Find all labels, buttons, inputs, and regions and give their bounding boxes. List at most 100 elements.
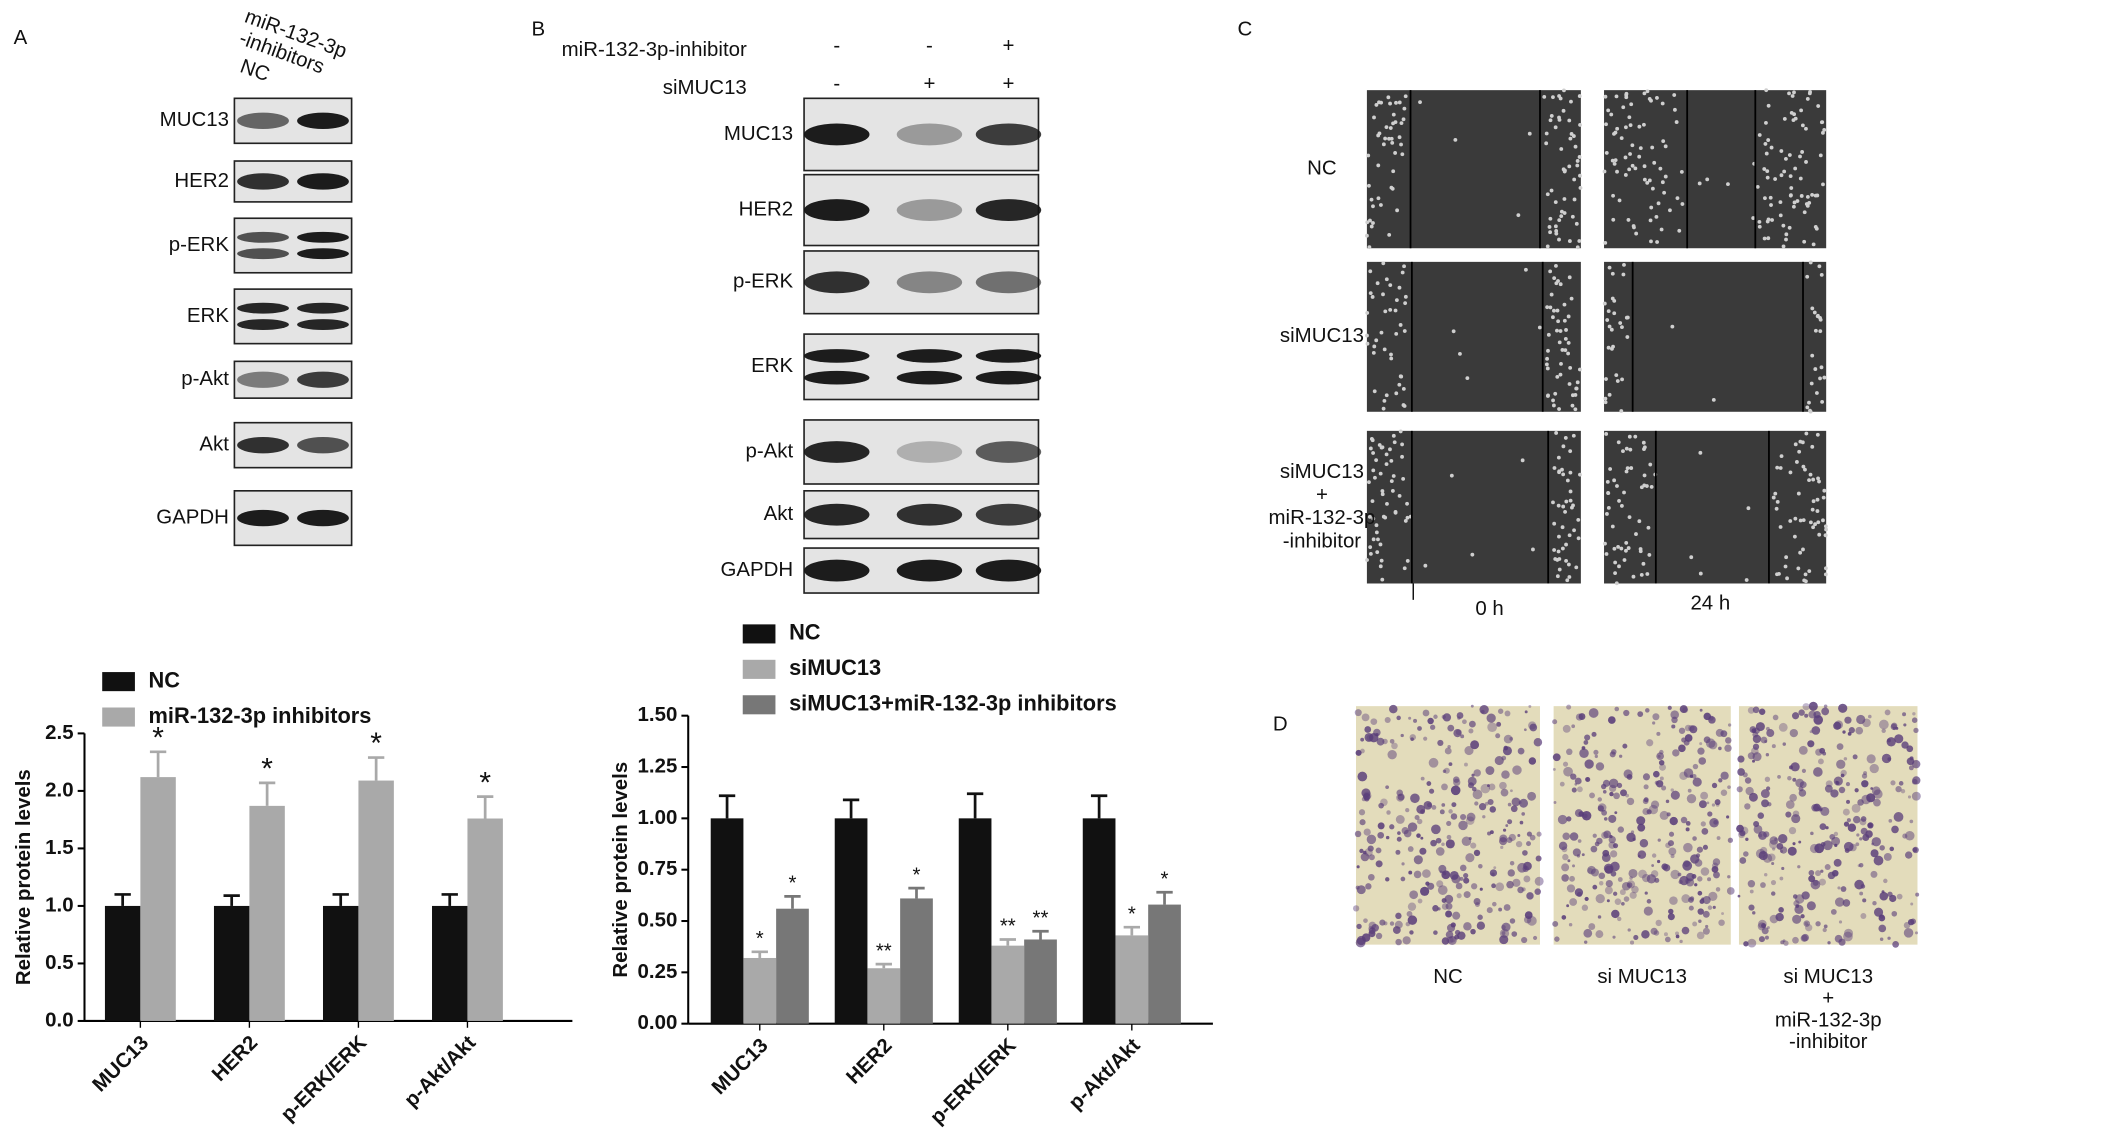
cell	[1792, 90, 1796, 95]
cell	[1718, 919, 1725, 926]
cell	[1571, 134, 1576, 138]
cell	[1620, 789, 1627, 797]
cell	[1611, 193, 1615, 198]
cell	[1531, 547, 1535, 552]
cell	[1802, 578, 1807, 583]
cell	[1515, 840, 1523, 848]
cell	[1463, 873, 1469, 879]
cell	[1369, 197, 1374, 202]
cell	[1815, 193, 1820, 198]
legend-label: siMUC13	[789, 655, 881, 680]
cell	[1630, 143, 1635, 148]
cell	[1621, 901, 1625, 906]
cell	[1820, 869, 1824, 873]
cell	[1809, 843, 1820, 854]
cell	[1383, 515, 1388, 520]
significance: *	[479, 766, 491, 799]
cell	[1553, 801, 1557, 804]
cell	[1797, 449, 1802, 454]
cell	[1798, 709, 1805, 716]
blot-band	[297, 173, 349, 190]
cell	[1715, 887, 1721, 892]
cell	[1616, 544, 1621, 549]
cell	[1782, 117, 1787, 121]
cell	[1603, 240, 1608, 245]
x-tick-label: HER2	[207, 1031, 262, 1086]
cell	[1615, 484, 1619, 488]
cell	[1789, 186, 1794, 190]
cell	[1392, 440, 1397, 445]
cell	[1606, 899, 1610, 903]
cell	[1696, 931, 1705, 940]
cell	[1422, 709, 1430, 717]
cell	[1823, 533, 1828, 538]
cell	[1374, 458, 1379, 463]
cell	[1370, 295, 1375, 299]
cell	[1388, 101, 1392, 106]
cell	[1718, 746, 1722, 751]
cell	[1782, 742, 1786, 746]
cell	[1577, 239, 1582, 243]
blot-band	[896, 503, 963, 526]
cell	[1471, 883, 1478, 890]
cell	[1705, 177, 1710, 182]
cell	[1652, 721, 1656, 725]
cell	[1799, 194, 1804, 198]
cell	[1520, 458, 1525, 463]
cell	[1764, 151, 1769, 156]
cell	[1692, 777, 1702, 787]
cell	[1613, 792, 1620, 800]
cell	[1810, 831, 1814, 836]
cell	[1696, 846, 1703, 853]
cell	[1677, 228, 1682, 233]
cell	[1379, 100, 1384, 105]
cell	[1817, 264, 1822, 269]
cell	[1576, 536, 1581, 541]
cell	[1814, 391, 1819, 395]
cell	[1642, 447, 1646, 451]
cell	[1458, 351, 1462, 356]
cell	[1820, 399, 1825, 404]
cell	[1711, 803, 1716, 807]
cell	[1621, 881, 1631, 891]
cell	[1782, 169, 1787, 174]
significance: *	[788, 872, 796, 895]
cell	[1566, 341, 1571, 345]
cell	[1746, 506, 1751, 511]
row-label: NC	[1307, 157, 1337, 180]
cell	[1808, 701, 1818, 711]
cell	[1392, 926, 1401, 934]
cell	[1822, 840, 1833, 851]
cell	[1656, 752, 1664, 761]
cell	[1629, 466, 1634, 470]
cell	[1775, 465, 1780, 470]
cell	[1545, 394, 1550, 398]
cell	[1758, 831, 1767, 840]
cell	[1382, 347, 1387, 352]
cell	[1609, 112, 1614, 117]
cell	[1860, 913, 1867, 919]
cell	[1800, 914, 1805, 919]
cell	[1772, 714, 1779, 721]
cell	[1812, 310, 1817, 315]
cell	[1556, 319, 1561, 324]
cell	[1497, 708, 1504, 714]
cell	[1638, 146, 1643, 151]
cell	[1811, 525, 1815, 530]
blot-band	[237, 112, 289, 129]
cell	[1617, 499, 1621, 503]
cell	[1810, 306, 1815, 311]
x-tick-label: p-ERK/ERK	[926, 1034, 1021, 1129]
cell	[1698, 757, 1707, 765]
cell	[1368, 269, 1373, 274]
cell	[1365, 311, 1370, 315]
cell	[1575, 245, 1580, 250]
cell	[1642, 91, 1647, 96]
cell	[1657, 754, 1661, 758]
cell	[1482, 815, 1486, 819]
cell	[1702, 844, 1708, 850]
cell	[1790, 762, 1800, 772]
cell	[1861, 773, 1868, 779]
column-label: si MUC13	[1783, 965, 1873, 988]
cell	[1842, 899, 1851, 907]
